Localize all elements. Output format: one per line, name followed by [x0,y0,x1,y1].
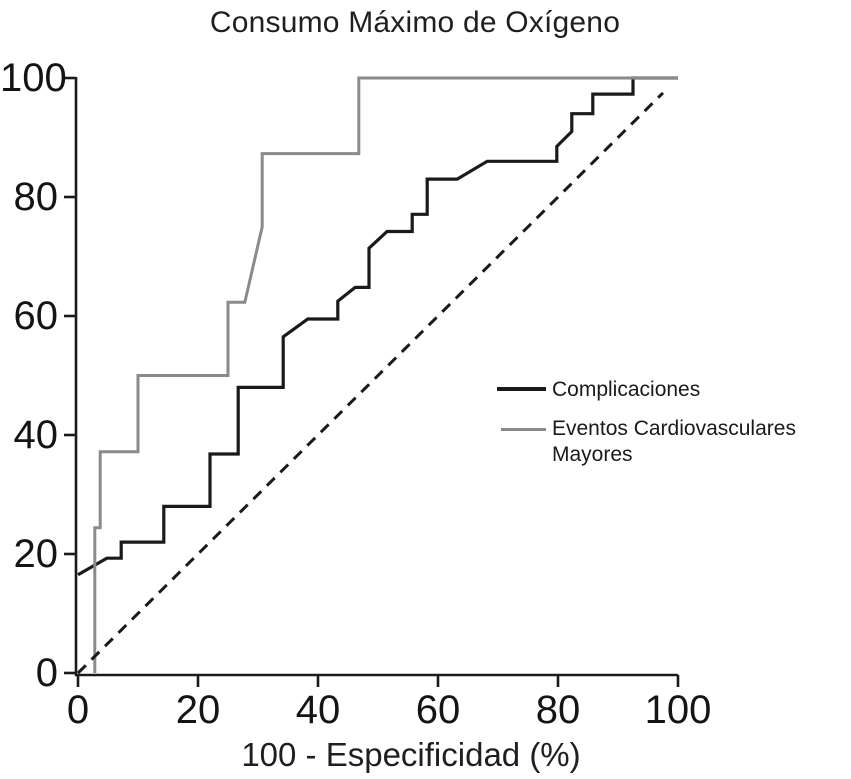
legend-label-eventos-cardiovasculares-mayores: Eventos Cardiovasculares Mayores [552,417,796,466]
x-tick-label-80: 80 [535,688,581,732]
y-tick-label-0: 0 [35,651,58,695]
series-eventos-cardiovasculares-mayores [93,76,678,673]
x-tick-label-40: 40 [295,688,341,732]
y-tick-label-20: 20 [13,532,59,576]
legend-item-eventos-cardiovasculares-mayores: Eventos Cardiovasculares Mayores [497,416,804,468]
x-tick-label-0: 0 [66,688,90,732]
complicaciones-line-sample [497,387,546,391]
x-axis-label: 100 - Especificidad (%) [241,736,581,773]
y-tick-label-80: 80 [13,175,59,219]
chart-title: Consumo Máximo de Oxígeno [209,6,621,39]
x-tick-label-100: 100 [644,688,712,732]
legend-item-complicaciones: Complicaciones [497,377,804,403]
series-complicaciones [77,76,678,577]
x-tick-label-20: 20 [175,688,221,732]
legend-label-complicaciones: Complicaciones [552,378,701,401]
x-tick-label-60: 60 [415,688,461,732]
y-tick-label-40: 40 [13,413,59,457]
y-tick-label-60: 60 [13,294,59,338]
y-tick-label-100: 100 [0,56,67,100]
eventos-line-sample [501,428,546,431]
axes [74,77,678,677]
legend: Complicaciones Eventos Cardiovasculares … [497,377,804,481]
series-reference-diagonal [76,91,665,675]
